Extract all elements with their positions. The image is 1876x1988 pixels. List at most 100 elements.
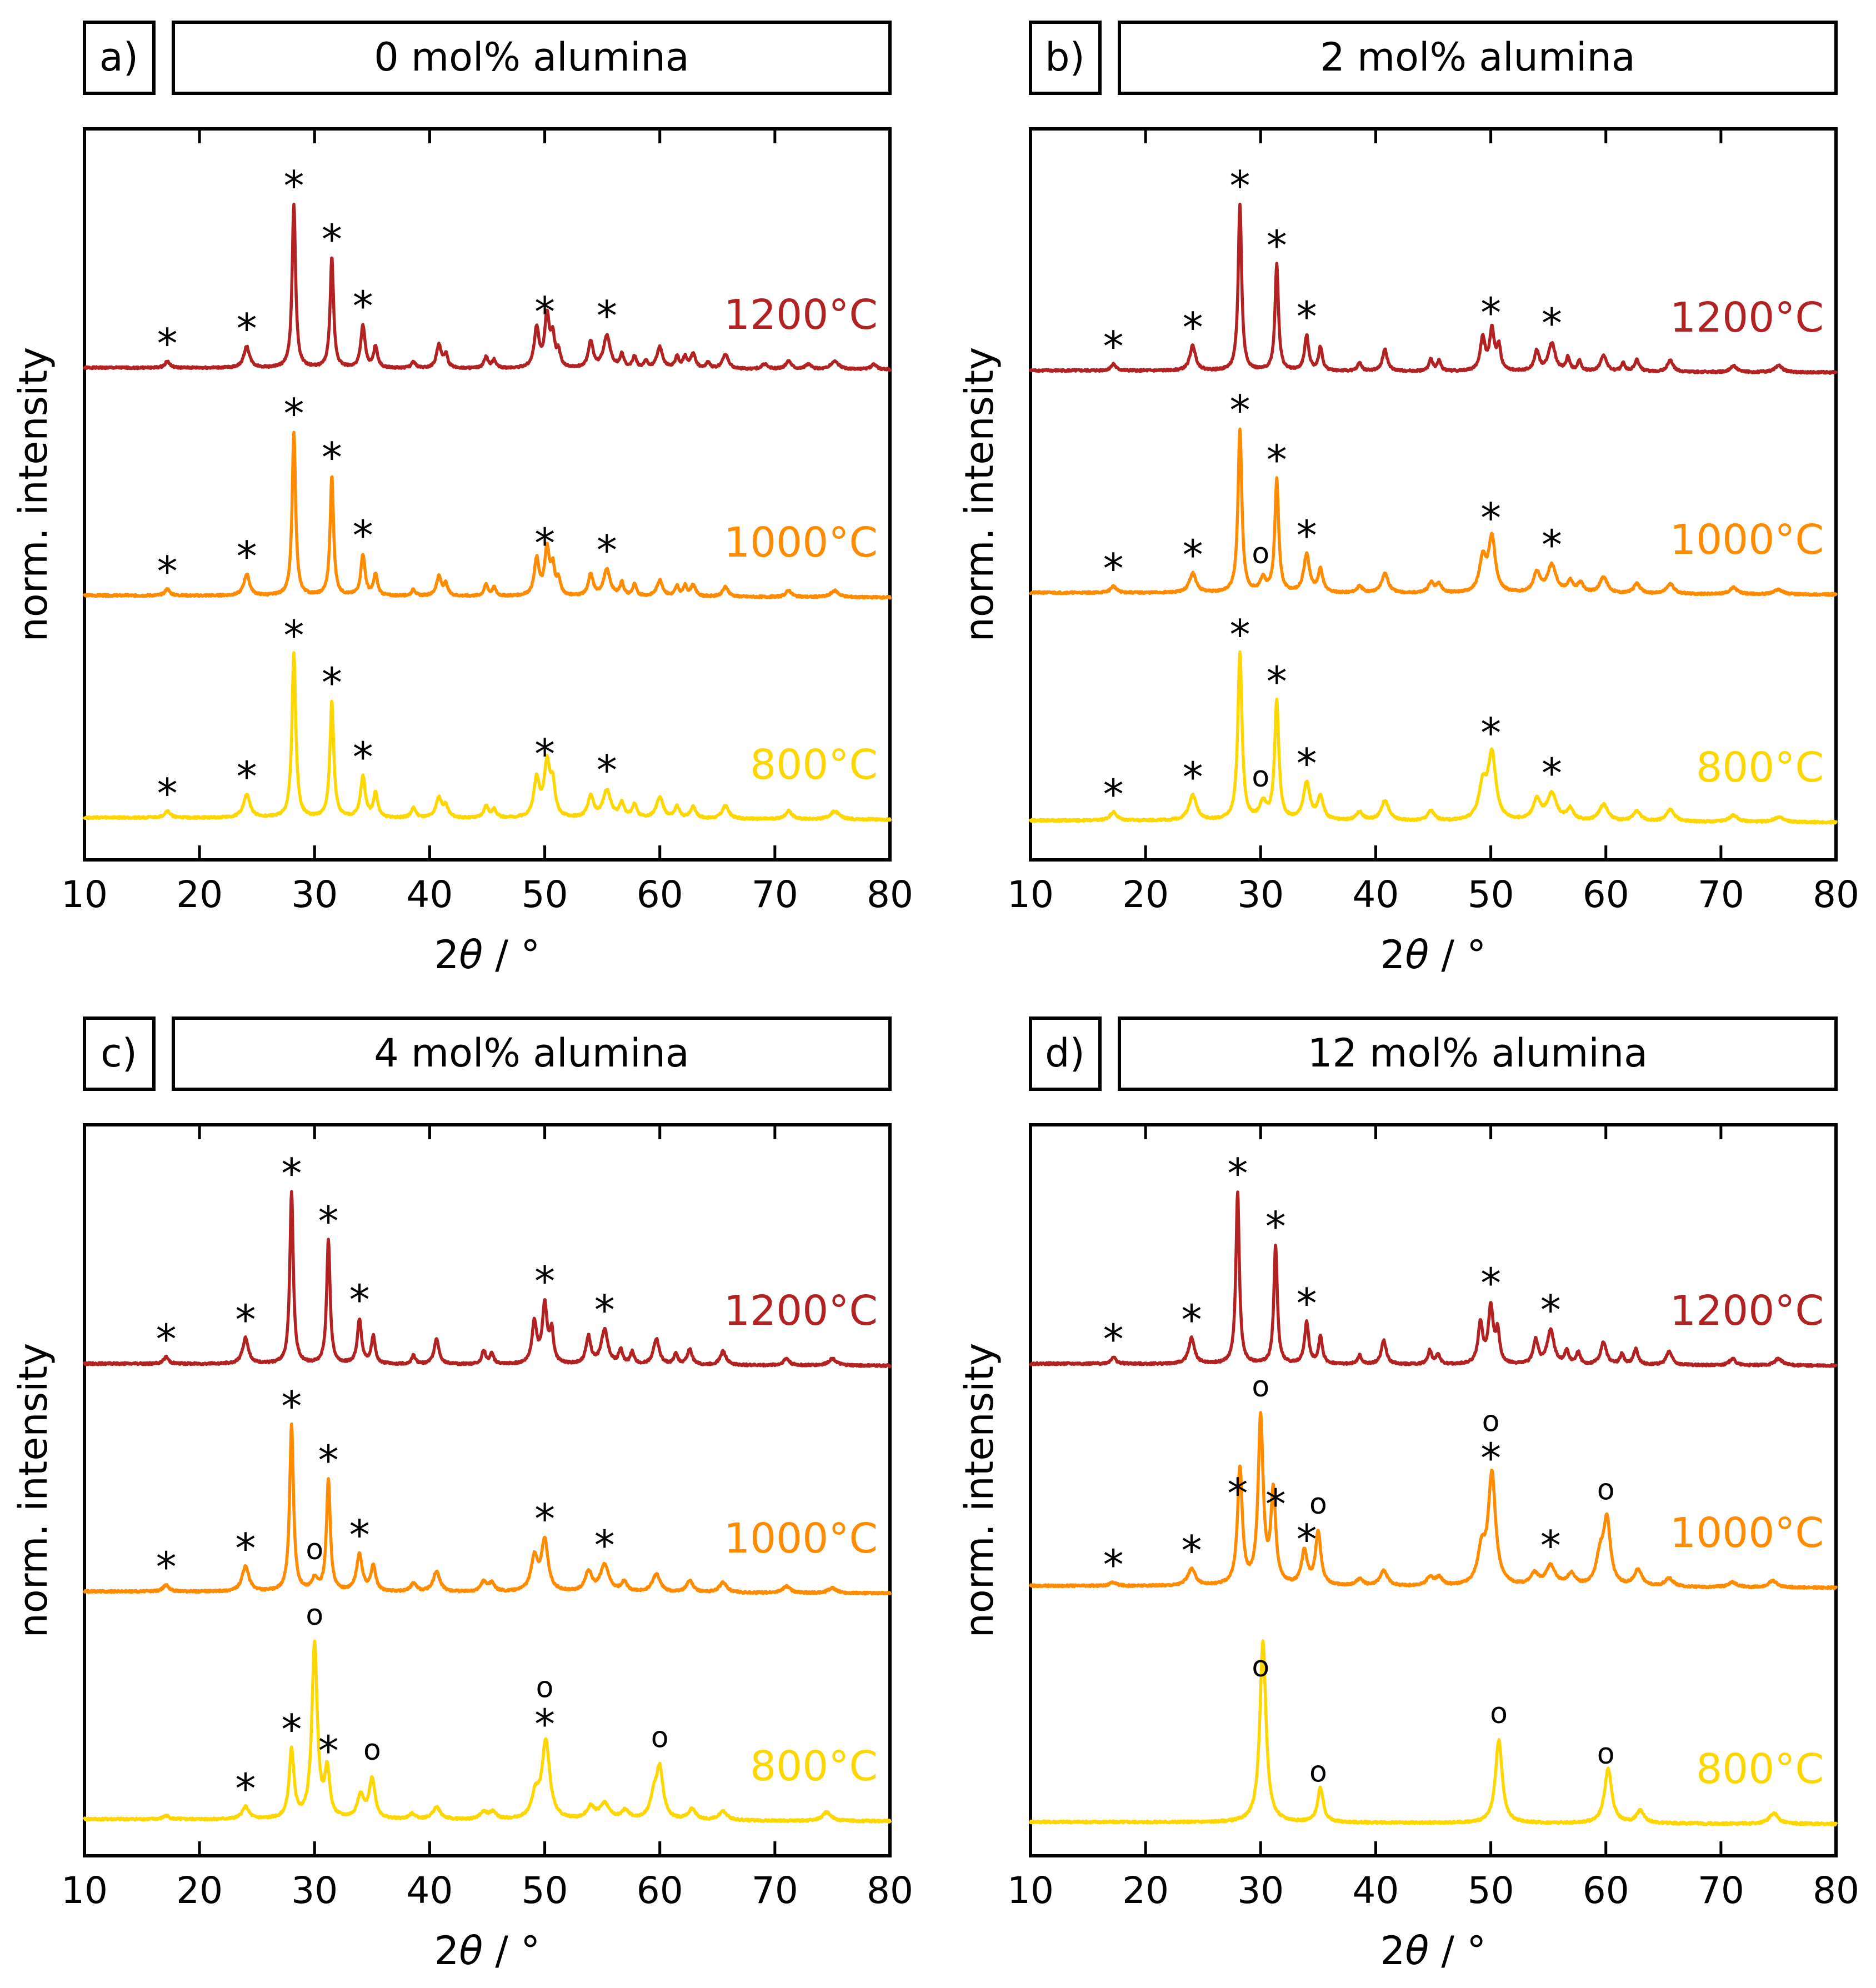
peak-marker-star: * (1183, 532, 1203, 579)
panel-letter: c) (101, 1030, 137, 1076)
peak-marker-star: * (284, 612, 304, 660)
x-axis-label-number: 2 (434, 1928, 459, 1974)
peak-marker-star: * (597, 527, 617, 574)
peak-marker-star: * (157, 770, 178, 818)
peak-marker-star: * (322, 659, 342, 707)
peak-marker-star: * (1103, 1541, 1124, 1589)
x-tick-label: 20 (1122, 873, 1169, 916)
series-label: 800°C (1696, 744, 1824, 792)
peak-marker-circle: o (1252, 537, 1269, 570)
x-axis-label-number: 2 (1380, 932, 1405, 978)
x-axis-label-theta: θ (1405, 1928, 1429, 1974)
peak-marker-star: * (597, 747, 617, 794)
y-axis-label: norm. intensity (11, 347, 56, 642)
x-axis-label-number: 2 (1380, 1928, 1405, 1974)
x-tick-label: 80 (1813, 873, 1859, 916)
x-tick-label: 70 (1698, 873, 1744, 916)
peak-marker-circle: o (651, 1721, 669, 1755)
x-tick-label: 40 (1352, 1869, 1399, 1912)
peak-marker-star: * (157, 320, 178, 368)
peak-marker-star: * (1297, 1280, 1317, 1328)
peak-marker-circle: o (306, 1533, 323, 1566)
x-axis-label: 2θ / ° (434, 1928, 540, 1974)
peak-marker-star: * (1230, 162, 1250, 210)
peak-marker-star: * (349, 1276, 370, 1324)
peak-marker-star: * (1103, 545, 1124, 593)
peak-marker-star: * (1267, 437, 1287, 484)
peak-marker-star: * (284, 390, 304, 438)
peak-marker-star: * (594, 1521, 615, 1569)
x-axis-label-unit: / ° (483, 932, 540, 978)
x-tick-label: 20 (1122, 1869, 1169, 1912)
panel-title: 2 mol% alumina (1320, 34, 1635, 80)
panel-title-box (172, 21, 892, 95)
peak-marker-circle: o (1252, 760, 1269, 794)
peak-marker-circle: o (363, 1734, 381, 1767)
peak-marker-star: * (1297, 512, 1317, 559)
x-axis-label: 2θ / ° (1380, 932, 1486, 978)
series-line-1200C (1029, 1190, 1838, 1368)
peak-marker-circle: o (1597, 1474, 1615, 1507)
series-line-800C (1029, 650, 1838, 825)
peak-marker-star: * (1265, 1481, 1286, 1529)
series-label: 1200°C (1670, 294, 1824, 342)
plot-frame (83, 1123, 892, 1857)
x-tick-label: 60 (1583, 1869, 1629, 1912)
x-tick-label: 30 (1237, 1869, 1284, 1912)
peak-marker-star: * (1230, 387, 1250, 434)
peak-marker-star: * (318, 1436, 339, 1484)
peak-marker-star: * (318, 1727, 339, 1775)
plot-frame (83, 127, 892, 862)
x-tick-label: 80 (867, 873, 913, 916)
y-axis-label: norm. intensity (957, 347, 1002, 642)
plot-frame (1029, 127, 1838, 862)
peak-marker-circle: o (1597, 1737, 1615, 1771)
peak-marker-star: * (1230, 611, 1250, 659)
peak-marker-star: * (1182, 1296, 1202, 1344)
panel-letter-box (1029, 21, 1102, 95)
x-tick-label: 40 (406, 1869, 453, 1912)
peak-marker-star: * (534, 1495, 555, 1543)
x-tick-label: 70 (752, 873, 798, 916)
series-label: 1000°C (1670, 516, 1824, 564)
series-line-1200C (83, 203, 892, 372)
peak-marker-star: * (534, 730, 555, 778)
peak-marker-star: * (1480, 709, 1501, 757)
peak-marker-star: * (236, 1525, 256, 1573)
panel-letter: a) (99, 34, 138, 80)
x-axis-label-theta: θ (459, 932, 483, 978)
peak-marker-star: * (1542, 749, 1562, 797)
peak-marker-star: * (236, 1765, 256, 1812)
x-tick-label: 70 (752, 1869, 798, 1912)
x-tick-label: 50 (522, 1869, 568, 1912)
peak-marker-star: * (318, 1198, 339, 1245)
x-tick-label: 20 (176, 1869, 223, 1912)
panel-c: c) 4 mol% alumina 10 20 30 40 50 60 70 80 2θ / ° no… (11, 1016, 913, 1974)
peak-marker-star: * (594, 1286, 615, 1334)
panel-title-box (1118, 21, 1838, 95)
peak-marker-star: * (1267, 222, 1287, 269)
peak-marker-circle: o (1490, 1697, 1508, 1730)
x-axis-label-theta: θ (459, 1928, 483, 1974)
series-label: 800°C (1696, 1745, 1824, 1793)
peak-marker-star: * (1540, 1286, 1561, 1334)
peak-marker-star: * (1103, 771, 1124, 819)
peak-marker-star: * (237, 753, 257, 801)
peak-marker-star: * (353, 283, 373, 331)
peak-marker-star: * (1542, 299, 1562, 347)
peak-marker-star: * (1267, 658, 1287, 705)
peak-marker-star: * (1540, 1522, 1561, 1570)
series-label: 1200°C (1670, 1287, 1824, 1335)
x-tick-label: 80 (867, 1869, 913, 1912)
x-tick-label: 10 (61, 873, 108, 916)
x-tick-label: 70 (1698, 1869, 1744, 1912)
x-axis-label-unit: / ° (1429, 1928, 1486, 1974)
x-axis-label-number: 2 (434, 932, 459, 978)
x-tick-label: 30 (1237, 873, 1284, 916)
peak-marker-star: * (1297, 1516, 1317, 1564)
peak-marker-star: * (1480, 494, 1501, 542)
panel-title: 4 mol% alumina (374, 1030, 689, 1076)
x-tick-label: 50 (522, 873, 568, 916)
peak-marker-star: * (1183, 754, 1203, 802)
